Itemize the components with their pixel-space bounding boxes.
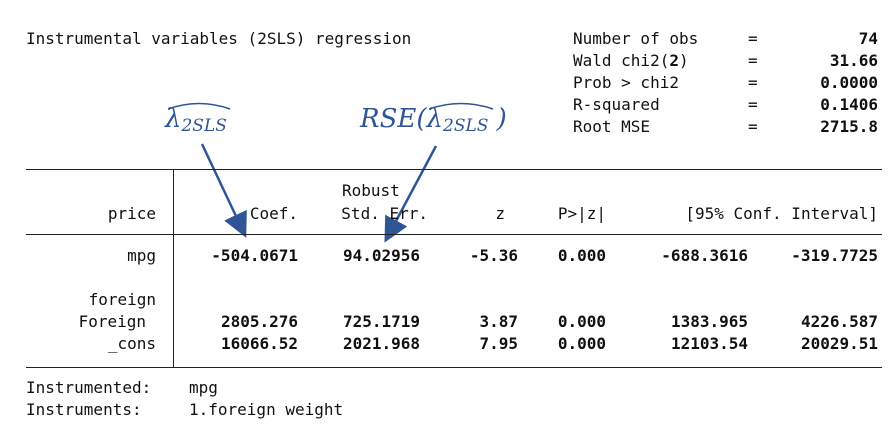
stat-eq-prob: = — [748, 73, 758, 92]
row-coef: 2805.276 — [220, 312, 298, 331]
stat-label-wald: Wald chi2(2) — [573, 51, 689, 70]
table-divider — [173, 169, 174, 367]
stat-eq-nobs: = — [748, 29, 758, 48]
row-group-label: foreign — [88, 290, 156, 309]
stat-label-r2: R-squared — [573, 95, 660, 114]
row-p: 0.000 — [557, 334, 606, 353]
stat-value-wald: 31.66 — [829, 51, 878, 70]
row-se: 2021.968 — [342, 334, 420, 353]
hat-icon — [167, 102, 231, 110]
row-var: mpg — [127, 246, 156, 265]
row-z: 3.87 — [479, 312, 518, 331]
footer-instruments-value: 1.foreign weight — [189, 400, 344, 419]
hat-icon — [428, 102, 493, 110]
stat-value-prob: 0.0000 — [820, 73, 878, 92]
row-z: 7.95 — [479, 334, 518, 353]
row-ci-hi: 20029.51 — [800, 334, 878, 353]
header-z: z — [495, 204, 505, 223]
header-coef: Coef. — [249, 204, 298, 223]
row-ci-hi: -319.7725 — [791, 246, 878, 265]
row-p: 0.000 — [557, 246, 606, 265]
footer-instruments-label: Instruments: — [26, 400, 142, 419]
stat-value-nobs: 74 — [858, 29, 878, 48]
stat-value-rmse: 2715.8 — [820, 117, 878, 136]
header-ci: [95% Conf. Interval] — [685, 204, 878, 223]
header-se: Std. Err. — [341, 204, 428, 223]
header-robust: Robust — [342, 181, 400, 200]
table-bottom-rule — [26, 367, 882, 368]
row-z: -5.36 — [469, 246, 518, 265]
row-var: Foreign — [78, 312, 146, 331]
row-ci-lo: -688.3616 — [661, 246, 748, 265]
stat-eq-wald: = — [748, 51, 758, 70]
row-coef: 16066.52 — [220, 334, 298, 353]
row-ci-lo: 1383.965 — [670, 312, 748, 331]
row-var: _cons — [107, 334, 156, 353]
stat-label-rmse: Root MSE — [573, 117, 651, 136]
stat-eq-r2: = — [748, 95, 758, 114]
annotation-rse: RSE( λ2SLS ) — [360, 102, 507, 136]
header-p: P>|z| — [557, 204, 606, 223]
table-top-rule — [26, 169, 882, 170]
annotation-coef: λ2SLS — [165, 102, 231, 136]
stat-label-nobs: Number of obs — [573, 29, 699, 48]
row-ci-lo: 12103.54 — [670, 334, 748, 353]
stat-eq-rmse: = — [748, 117, 758, 136]
regression-title: Instrumental variables (2SLS) regression — [26, 29, 412, 48]
row-ci-hi: 4226.587 — [800, 312, 878, 331]
row-se: 725.1719 — [342, 312, 420, 331]
row-p: 0.000 — [557, 312, 606, 331]
table-header-rule — [26, 234, 882, 235]
footer-instrumented-value: mpg — [189, 378, 218, 397]
stat-label-prob: Prob > chi2 — [573, 73, 679, 92]
stat-value-r2: 0.1406 — [820, 95, 878, 114]
header-depvar: price — [107, 204, 156, 223]
row-se: 94.02956 — [342, 246, 420, 265]
row-coef: -504.0671 — [211, 246, 298, 265]
footer-instrumented-label: Instrumented: — [26, 378, 152, 397]
